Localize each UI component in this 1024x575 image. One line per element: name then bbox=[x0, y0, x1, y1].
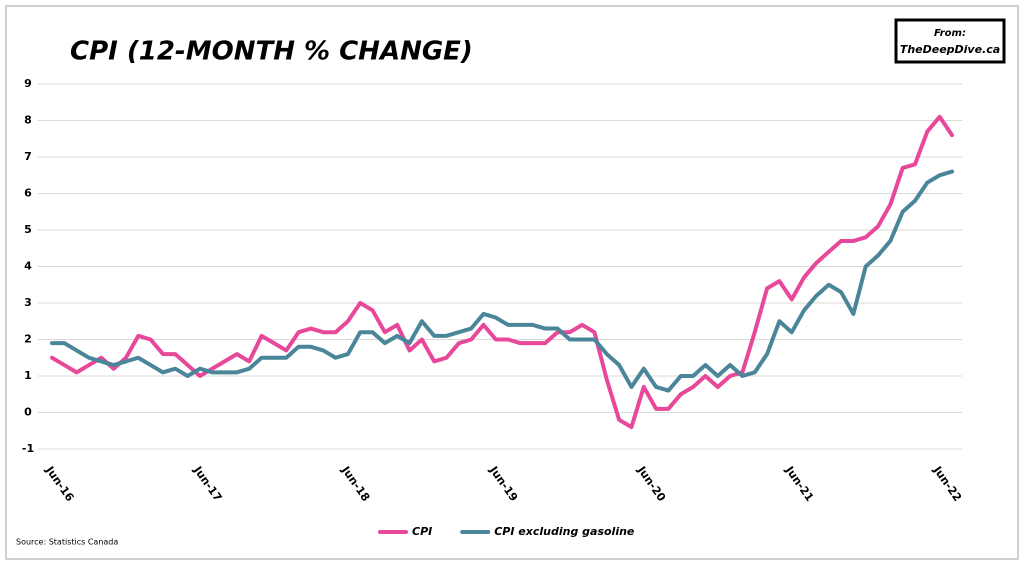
y-tick-label: 5 bbox=[24, 223, 32, 236]
y-tick-label: -1 bbox=[22, 442, 34, 455]
y-tick-label: 4 bbox=[24, 260, 32, 273]
y-tick-label: 0 bbox=[24, 406, 32, 419]
line-series bbox=[50, 114, 954, 430]
y-tick-label: 7 bbox=[24, 150, 32, 163]
legend-label: CPI excluding gasoline bbox=[494, 525, 635, 538]
frame bbox=[5, 5, 1019, 560]
chart-title: CPI (12-MONTH % CHANGE) bbox=[70, 37, 473, 67]
legend-label: CPI bbox=[412, 525, 432, 538]
source: Source: Statistics Canada bbox=[16, 538, 118, 547]
y-tick-label: 8 bbox=[24, 114, 32, 127]
y-tick-label: 3 bbox=[24, 296, 32, 309]
line-series bbox=[50, 169, 954, 393]
credit-box bbox=[894, 18, 1006, 64]
y-tick-label: 6 bbox=[24, 187, 32, 200]
y-tick-label: 1 bbox=[24, 369, 32, 382]
y-tick-label: 9 bbox=[24, 77, 32, 90]
y-tick-label: 2 bbox=[24, 333, 32, 346]
credit-line: TheDeepDive.ca bbox=[900, 43, 1000, 56]
credit-line: From: bbox=[934, 28, 966, 39]
